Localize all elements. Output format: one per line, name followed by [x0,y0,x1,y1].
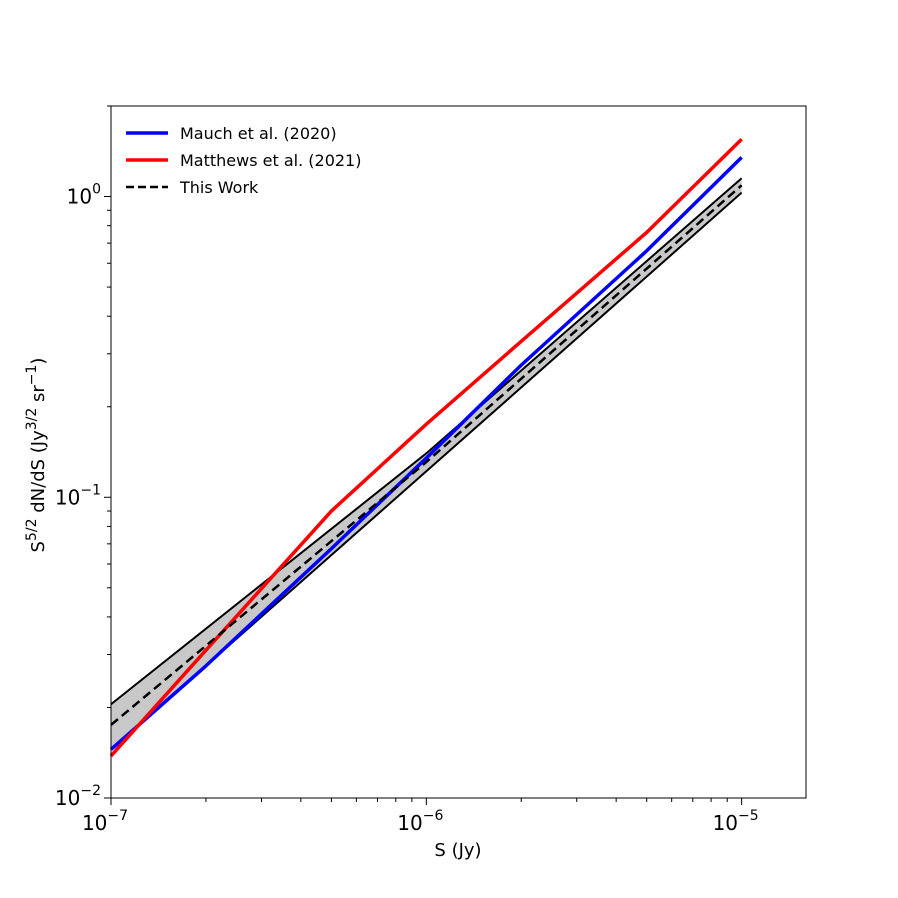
y-tick-exponent: 0 [92,182,101,198]
series-mauch-2020 [109,156,743,751]
y-tick-label: 10−1 [55,482,101,509]
y-tick-exponent: −1 [80,482,101,498]
legend-label-mauch: Mauch et al. (2020) [180,124,337,143]
x-tick-label: 10−7 [82,808,128,835]
x-tick-base: 10 [713,811,738,835]
series-matthews-2021 [109,138,743,758]
y-label-s: S [28,541,49,552]
y-tick-base: 10 [55,786,80,810]
x-tick-exponent: −7 [107,808,128,824]
y-label-middle: dN/dS (Jy [28,430,49,519]
plot-frame [110,105,807,799]
y-tick-label: 10−2 [55,783,101,810]
legend: Mauch et al. (2020) Matthews et al. (202… [126,124,361,197]
y-tick-base: 10 [67,185,92,209]
x-tick-label: 10−6 [397,808,443,835]
legend-label-matthews: Matthews et al. (2021) [180,151,361,170]
y-label-s-exponent: 5/2 [24,518,40,541]
x-tick-exponent: −6 [423,808,444,824]
y-axis-label: S5/2 dN/dS (Jy3/2 sr−1) [24,358,49,553]
series-layer [109,138,743,758]
x-tick-label: 10−5 [713,808,759,835]
y-label-sr: sr [28,385,49,408]
series-this-work [110,184,743,726]
x-tick-base: 10 [82,811,107,835]
y-tick-exponent: −2 [80,783,101,799]
legend-label-this-work: This Work [179,178,259,197]
y-tick-base: 10 [55,485,80,509]
y-label-close: ) [28,358,49,365]
y-tick-label: 100 [67,182,101,209]
y-label-sr-exponent: −1 [24,365,40,386]
x-axis-ticks: 10−7 10−6 10−5 [82,798,759,835]
x-tick-exponent: −5 [738,808,759,824]
x-tick-base: 10 [397,811,422,835]
band-upper-edge [110,177,743,706]
y-label-unit-exponent: 3/2 [24,408,40,431]
x-axis-label: S (Jy) [434,840,481,861]
